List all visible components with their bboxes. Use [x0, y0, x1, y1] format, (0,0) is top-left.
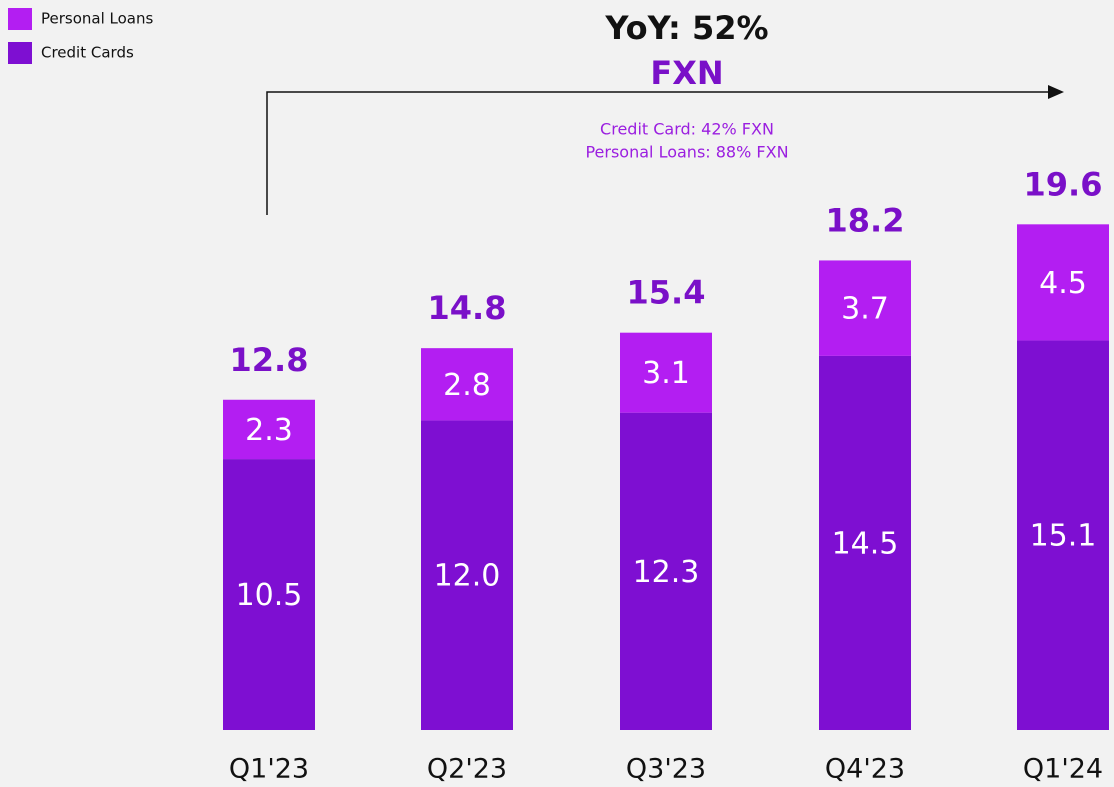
legend-label: Credit Cards [41, 44, 134, 62]
bar-segment [620, 412, 712, 730]
value-label: 4.5 [1039, 266, 1087, 301]
bar-segment [1017, 224, 1109, 341]
total-label: 12.8 [230, 341, 309, 379]
chart-title: YoY: 52% [604, 9, 768, 47]
legend-swatch [8, 42, 32, 64]
value-label: 3.1 [642, 356, 690, 391]
value-label: 2.3 [245, 413, 293, 448]
bar-segment [421, 348, 513, 421]
total-label: 19.6 [1024, 165, 1103, 203]
x-tick-label: Q4'23 [825, 754, 905, 785]
legend-label: Personal Loans [41, 10, 154, 28]
arrow-head [1048, 85, 1064, 99]
bar-segment [819, 355, 911, 730]
bar-segment [1017, 340, 1109, 730]
value-label: 3.7 [841, 292, 889, 327]
bar-segment [819, 260, 911, 356]
total-label: 15.4 [627, 274, 706, 312]
legend-swatch [8, 8, 32, 30]
chart-subtitle: FXN [650, 54, 723, 92]
value-label: 14.5 [832, 526, 899, 561]
bar-segment [223, 399, 315, 460]
bar-segment [223, 459, 315, 730]
x-tick-label: Q3'23 [626, 754, 706, 785]
total-label: 14.8 [428, 289, 507, 327]
x-tick-label: Q1'23 [229, 754, 309, 785]
annotation: Personal Loans: 88% FXN [585, 143, 788, 162]
arrow [266, 91, 1050, 215]
value-label: 15.1 [1030, 519, 1097, 554]
x-tick-label: Q1'24 [1023, 754, 1103, 785]
value-label: 2.8 [443, 368, 491, 403]
bar-segment [421, 420, 513, 730]
bar-segment [620, 332, 712, 413]
value-label: 12.0 [434, 559, 501, 594]
annotation: Credit Card: 42% FXN [600, 120, 774, 139]
value-label: 12.3 [633, 555, 700, 590]
value-label: 10.5 [236, 578, 303, 613]
x-tick-label: Q2'23 [427, 754, 507, 785]
total-label: 18.2 [826, 201, 905, 239]
